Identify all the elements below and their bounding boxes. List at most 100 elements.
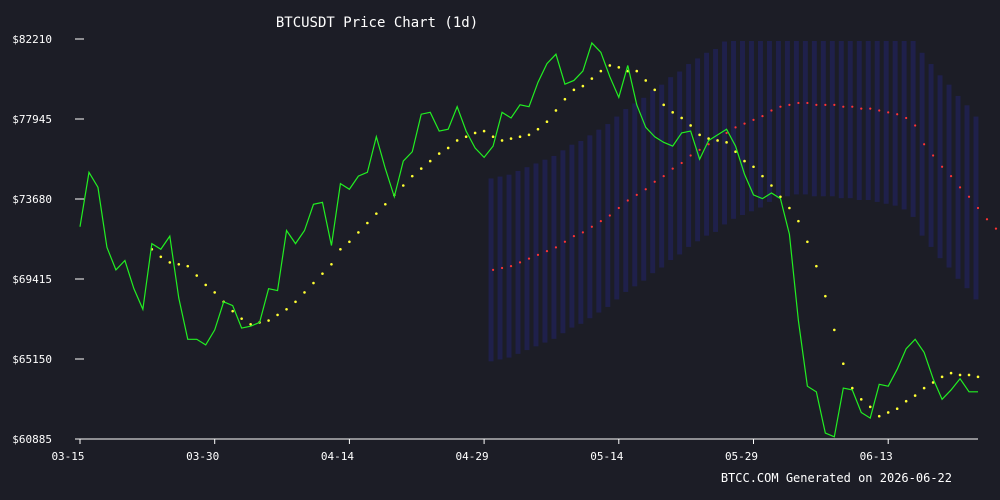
band-segment <box>802 41 808 195</box>
band-segment <box>811 41 817 197</box>
short-ma-point <box>303 291 306 294</box>
band-segment <box>892 41 898 206</box>
footer-generated-text: BTCC.COM Generated on 2026-06-22 <box>721 471 952 485</box>
band-segment <box>820 41 826 197</box>
long-ma-point <box>967 195 971 198</box>
band-segment <box>668 77 674 261</box>
short-ma-point <box>213 291 216 294</box>
short-ma-point <box>590 77 594 80</box>
short-ma-point <box>931 381 935 384</box>
long-ma-point <box>743 122 746 125</box>
long-ma-point <box>680 161 683 165</box>
band-segment <box>695 58 701 242</box>
short-ma-point <box>375 212 378 215</box>
short-ma-point <box>581 84 585 88</box>
short-ma-point <box>186 264 190 268</box>
long-ma-point <box>662 175 665 178</box>
band-segment <box>515 170 521 354</box>
short-ma-point <box>967 373 971 377</box>
short-ma-point <box>895 407 899 411</box>
long-ma-point <box>976 206 980 210</box>
x-tick-label: 05-29 <box>725 450 758 463</box>
short-ma-point <box>159 255 163 259</box>
long-ma-point <box>536 253 540 256</box>
short-ma-point <box>419 167 423 170</box>
band-segment <box>488 178 494 362</box>
short-ma-point <box>868 405 872 409</box>
band-segment <box>749 41 754 212</box>
long-ma-point <box>932 154 935 157</box>
band-segment <box>928 64 934 247</box>
long-ma-point <box>914 124 917 127</box>
long-ma-point <box>788 103 791 106</box>
short-ma-point <box>339 247 342 251</box>
short-ma-point <box>285 307 288 311</box>
short-ma-point <box>725 141 728 144</box>
short-ma-point <box>734 150 737 154</box>
long-ma-point <box>833 103 836 106</box>
long-ma-point <box>689 154 692 157</box>
band-segment <box>605 124 611 307</box>
volatility-band <box>488 41 979 362</box>
long-ma-point <box>635 193 638 196</box>
short-ma-point <box>779 195 782 199</box>
long-ma-point <box>779 105 782 108</box>
short-ma-point <box>473 131 477 135</box>
short-ma-point <box>689 124 692 127</box>
short-ma-point <box>294 300 297 304</box>
band-segment <box>524 167 530 351</box>
y-tick-label: $60885 <box>12 433 52 446</box>
long-ma-point <box>734 126 737 129</box>
short-ma-point <box>500 139 504 142</box>
short-ma-point <box>886 411 890 414</box>
long-ma-point <box>500 266 504 270</box>
long-ma-point <box>626 199 629 202</box>
short-ma-point <box>366 221 369 225</box>
long-ma-point <box>770 109 773 112</box>
long-ma-point <box>509 265 513 268</box>
y-tick-label: $77945 <box>12 113 52 126</box>
short-ma-point <box>518 135 522 139</box>
short-ma-point <box>464 135 468 139</box>
short-ma-point <box>653 88 657 92</box>
short-ma-point <box>509 137 513 140</box>
short-ma-point <box>428 159 432 163</box>
short-ma-point <box>859 398 863 401</box>
x-tick-label: 03-30 <box>186 450 219 463</box>
long-ma-point <box>887 111 890 114</box>
short-ma-point <box>761 174 764 178</box>
short-ma-point <box>608 64 612 67</box>
short-ma-point <box>617 66 621 69</box>
long-moving-average-series <box>491 101 998 271</box>
y-tick-label: $69415 <box>12 273 52 286</box>
short-ma-point <box>662 103 665 107</box>
long-ma-point <box>761 114 764 118</box>
short-ma-point <box>572 88 576 92</box>
long-ma-point <box>545 250 549 253</box>
y-tick-label: $65150 <box>12 353 52 366</box>
long-ma-point <box>851 105 854 108</box>
long-ma-point <box>644 188 647 191</box>
band-segment <box>946 84 952 268</box>
band-segment <box>623 109 629 292</box>
band-segment <box>587 135 593 319</box>
long-ma-point <box>518 261 522 264</box>
x-tick-label: 05-14 <box>590 450 623 463</box>
short-ma-point <box>330 262 333 266</box>
band-segment <box>731 41 736 219</box>
band-segment <box>874 41 880 202</box>
band-segment <box>757 41 763 208</box>
band-segment <box>829 41 835 197</box>
long-ma-point <box>671 167 674 170</box>
short-ma-point <box>752 165 755 169</box>
short-ma-point <box>904 399 908 403</box>
x-axis-ticks: 03-15 03-30 04-14 04-29 05-14 05-29 06-13 <box>51 439 893 463</box>
short-ma-point <box>922 386 926 390</box>
short-ma-point <box>446 146 450 150</box>
short-ma-point <box>833 328 836 332</box>
long-ma-point <box>725 131 728 135</box>
short-ma-point <box>842 362 845 365</box>
band-segment <box>838 41 844 199</box>
short-ma-point <box>401 184 405 187</box>
short-ma-point <box>958 373 962 377</box>
